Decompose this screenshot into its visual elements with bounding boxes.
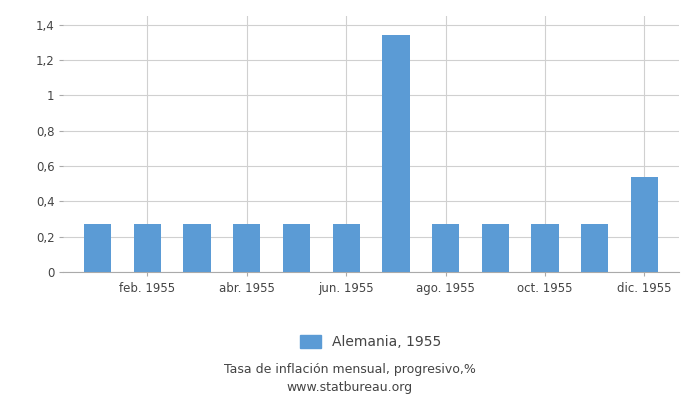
Bar bbox=[183, 224, 211, 272]
Bar bbox=[84, 224, 111, 272]
Bar bbox=[134, 224, 161, 272]
Bar bbox=[531, 224, 559, 272]
Bar bbox=[233, 224, 260, 272]
Bar bbox=[332, 224, 360, 272]
Bar bbox=[581, 224, 608, 272]
Legend: Alemania, 1955: Alemania, 1955 bbox=[300, 335, 442, 349]
Bar bbox=[382, 36, 410, 272]
Bar bbox=[432, 224, 459, 272]
Bar bbox=[631, 177, 658, 272]
Bar bbox=[482, 224, 509, 272]
Text: Tasa de inflación mensual, progresivo,%: Tasa de inflación mensual, progresivo,% bbox=[224, 364, 476, 376]
Text: www.statbureau.org: www.statbureau.org bbox=[287, 382, 413, 394]
Bar bbox=[283, 224, 310, 272]
